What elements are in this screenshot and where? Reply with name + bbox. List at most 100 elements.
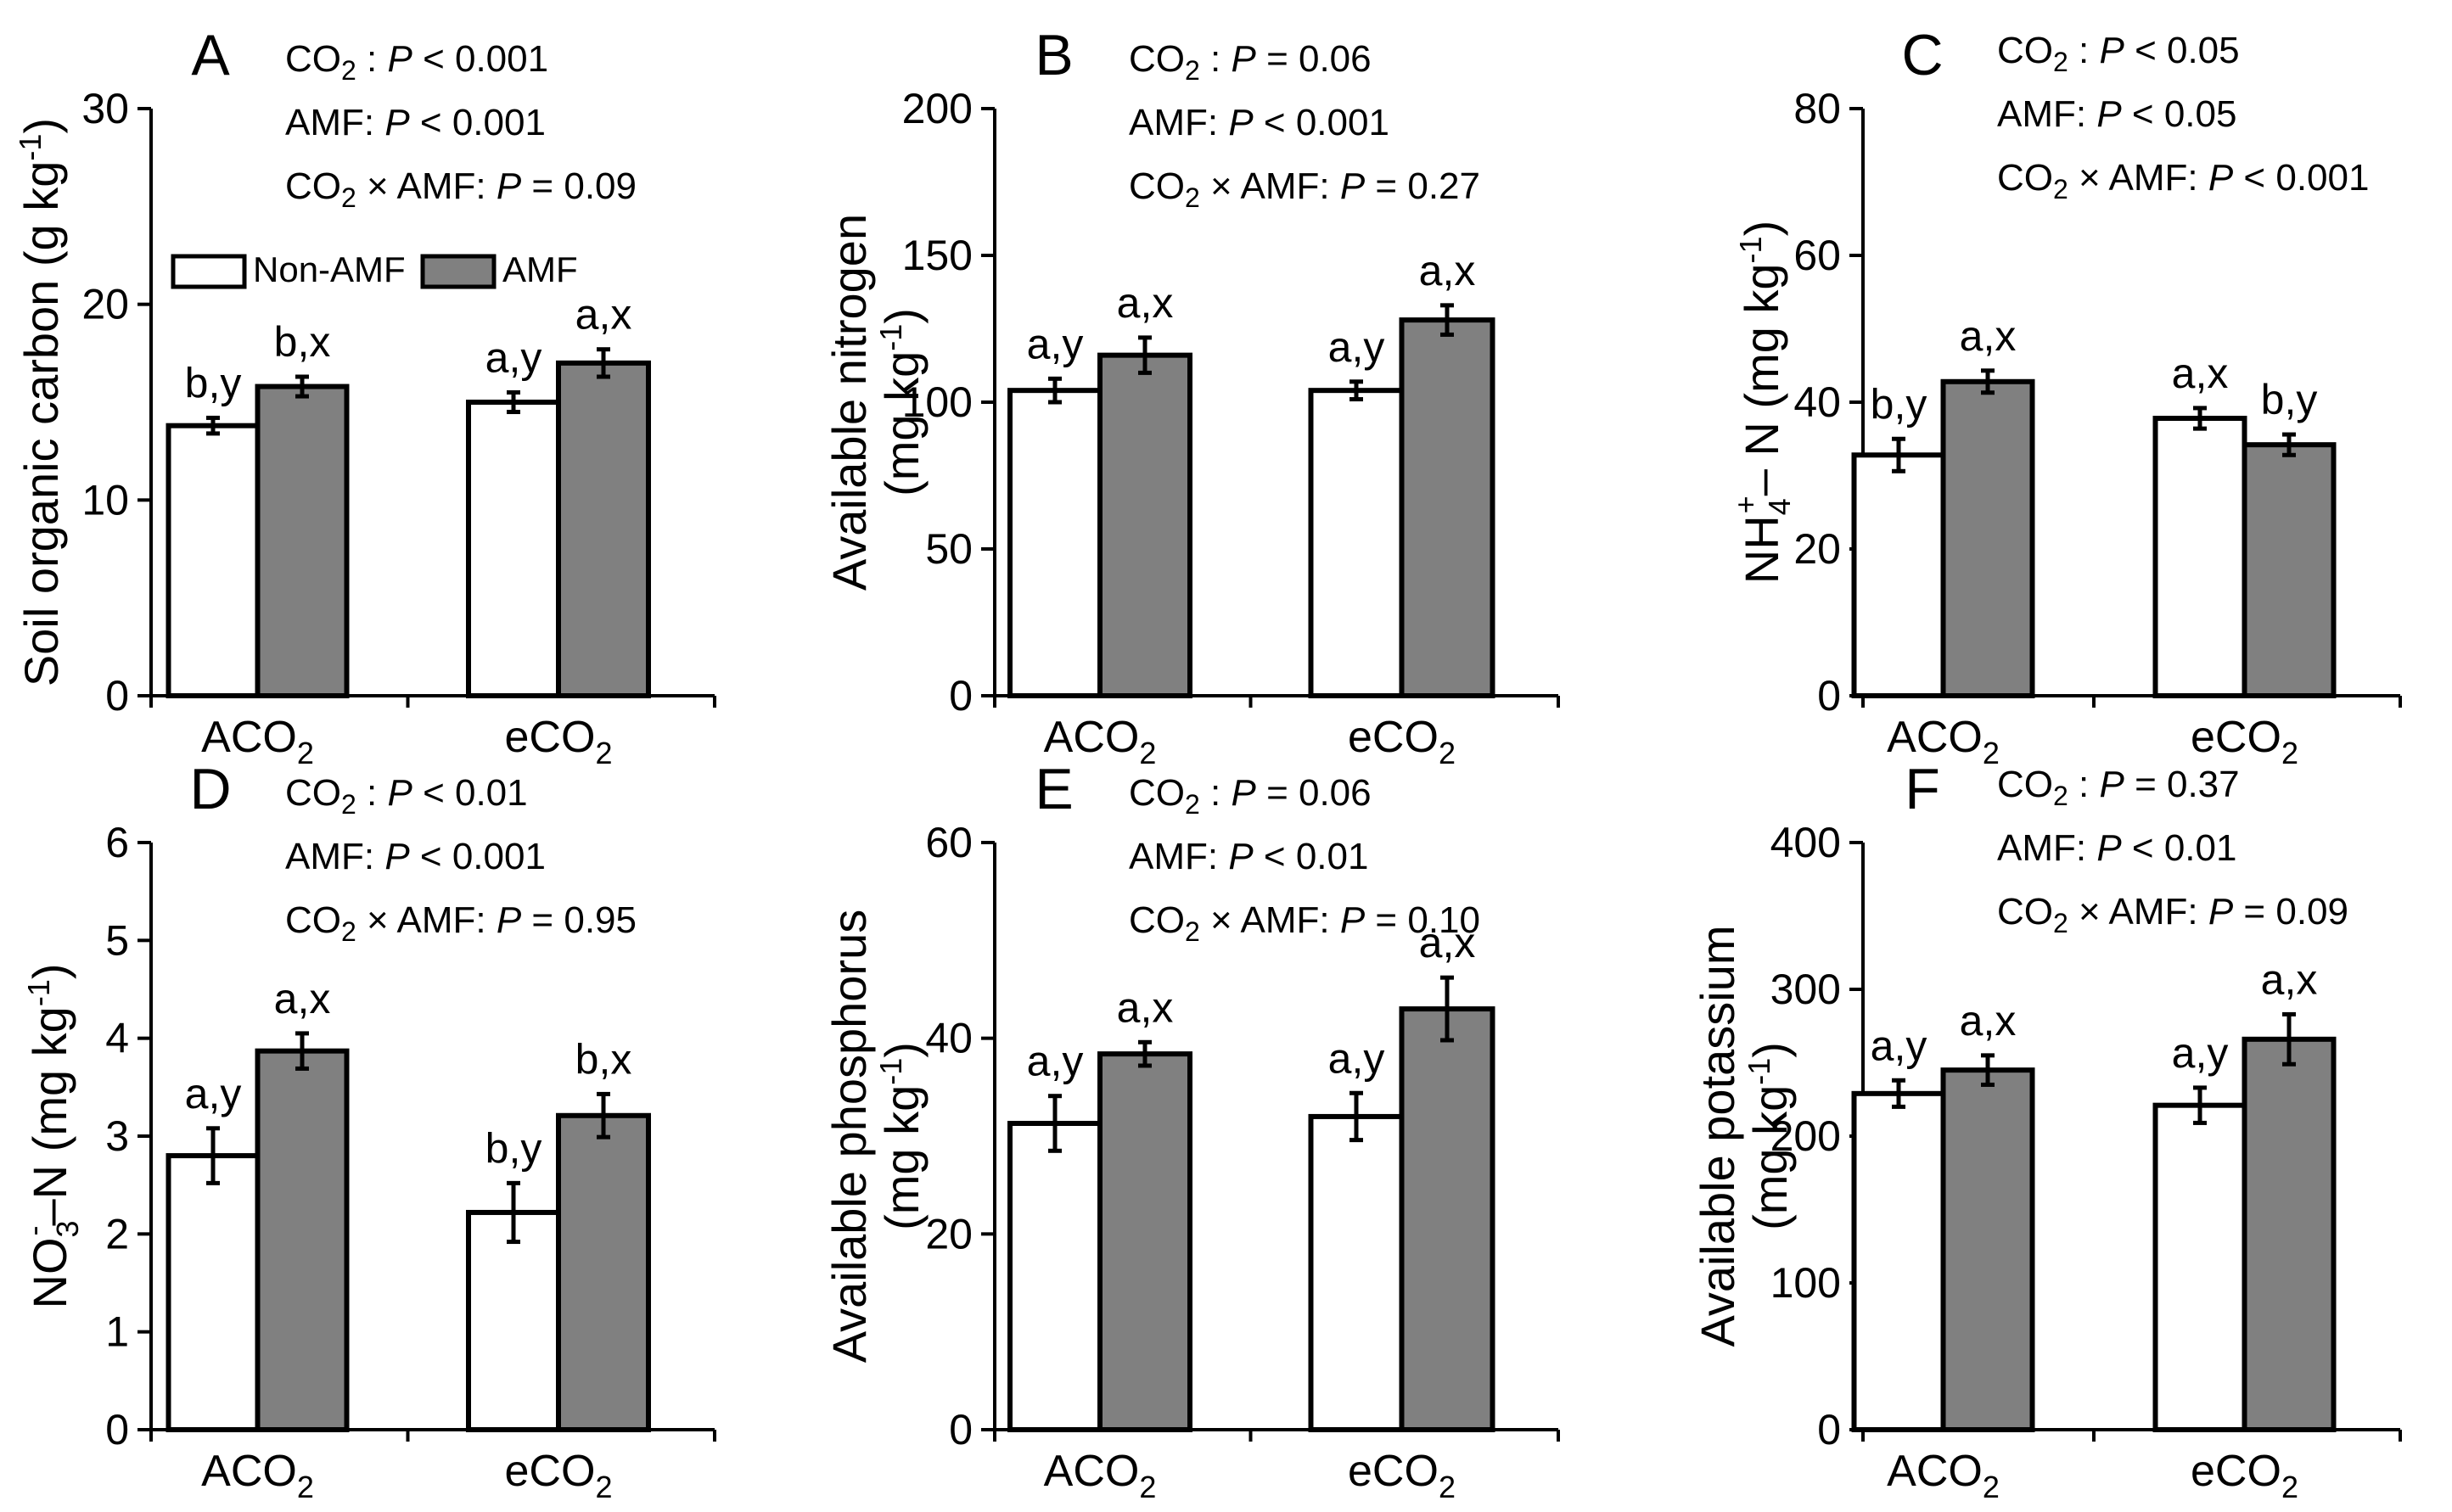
- y-tick-label: 0: [105, 672, 129, 720]
- stat-sub: 2: [1185, 182, 1200, 213]
- stat-sub: 2: [341, 182, 356, 213]
- y-label-sup: +: [1728, 496, 1763, 513]
- x-category-main: ACO: [1887, 1447, 1983, 1496]
- stat-value: < 0.01: [412, 772, 528, 814]
- x-category-main: eCO: [1348, 713, 1439, 762]
- bar-non-amf: [2152, 1102, 2247, 1433]
- stat-p: P: [387, 38, 412, 80]
- stat-p: P: [387, 772, 412, 814]
- stat-term: AMF:: [285, 836, 384, 877]
- stat-value: < 0.001: [412, 38, 548, 80]
- y-tick-label: 2: [105, 1210, 129, 1257]
- bar-amf: [1940, 378, 2035, 698]
- y-label-main: –N (mg kg: [23, 1006, 76, 1225]
- y-unit-sup: -1: [873, 1058, 908, 1085]
- x-category-label: ACO2: [1044, 1447, 1157, 1504]
- y-tick-label: 60: [925, 819, 973, 866]
- bar-amf: [2242, 1036, 2337, 1432]
- stat-value: = 0.95: [521, 899, 637, 941]
- y-tick-label: 6: [105, 819, 129, 866]
- y-label-unit-sup: -1: [1733, 236, 1768, 263]
- x-category-main: ACO: [201, 713, 297, 762]
- y-label-tail: ): [14, 118, 68, 134]
- stat-value: = 0.06: [1256, 772, 1372, 814]
- y-tick-label: 0: [949, 672, 973, 720]
- stat-value: < 0.05: [2122, 93, 2237, 135]
- bar-non-amf: [1851, 452, 1946, 699]
- stat-term: :: [2068, 30, 2100, 71]
- y-label-sub: 4: [1762, 498, 1797, 515]
- stat-term: CO: [285, 165, 341, 207]
- bar-amf: [1097, 352, 1192, 698]
- stat-line: AMF: P < 0.001: [285, 102, 546, 143]
- x-category-label: ACO2: [1887, 1447, 2000, 1504]
- y-tick-label: 1: [105, 1308, 129, 1356]
- y-tick-label: 20: [81, 281, 129, 328]
- bar-non-amf: [166, 423, 261, 698]
- y-unit-tail: ): [1743, 1042, 1797, 1058]
- significance-label: a,y: [1328, 323, 1385, 371]
- stat-p: P: [497, 165, 522, 207]
- bar-non-amf: [1007, 388, 1103, 698]
- significance-label: b,y: [485, 1124, 542, 1172]
- stat-p: P: [1231, 38, 1256, 80]
- significance-label: a,x: [1960, 312, 2017, 360]
- stat-p: P: [2096, 93, 2122, 135]
- y-axis-label: Available potassium: [1691, 925, 1744, 1347]
- stat-term: :: [1200, 772, 1232, 814]
- y-tick-label: 100: [902, 378, 973, 426]
- stat-term: × AMF:: [2068, 891, 2208, 932]
- significance-label: a,y: [185, 1070, 242, 1117]
- x-category-main: ACO: [1044, 1447, 1140, 1496]
- stat-term: CO: [285, 38, 341, 80]
- y-label-sup: -1: [13, 134, 48, 161]
- x-category-main: eCO: [2191, 713, 2281, 762]
- y-label-main: Soil organic carbon (g kg: [14, 161, 68, 686]
- panel-letter: A: [191, 23, 230, 87]
- stat-term: CO: [1997, 30, 2053, 71]
- y-tick-label: 5: [105, 916, 129, 964]
- x-category-label: eCO2: [2191, 713, 2298, 770]
- legend: Non-AMF AMF: [171, 249, 578, 289]
- stat-value: = 0.09: [2233, 891, 2348, 932]
- stat-term: AMF:: [285, 102, 384, 143]
- bar-amf: [255, 1048, 350, 1433]
- stat-term: AMF:: [1997, 827, 2096, 869]
- x-category-sub: 2: [297, 1470, 314, 1504]
- stat-term: CO: [285, 899, 341, 941]
- stat-p: P: [1340, 899, 1366, 941]
- stat-term: AMF:: [1129, 102, 1228, 143]
- significance-label: b,x: [575, 1035, 632, 1083]
- stat-term: :: [1200, 38, 1232, 80]
- x-category-sub: 2: [595, 1470, 612, 1504]
- significance-label: b,y: [1871, 380, 1927, 428]
- bar-non-amf: [166, 1153, 261, 1432]
- y-tick-label: 0: [1817, 672, 1841, 720]
- y-axis-unit: (mg kg-1): [873, 308, 929, 496]
- stat-p: P: [1231, 772, 1256, 814]
- x-category-sub: 2: [1139, 1470, 1156, 1504]
- stat-sub: 2: [2053, 908, 2068, 938]
- y-tick-label: 200: [902, 85, 973, 132]
- significance-label: a,x: [1419, 919, 1476, 966]
- bar-non-amf: [1308, 1113, 1405, 1433]
- stat-line: CO2 × AMF: P = 0.09: [1997, 891, 2348, 938]
- stat-line: CO2 : P < 0.01: [285, 772, 528, 820]
- stat-value: = 0.10: [1365, 899, 1480, 941]
- y-axis-label: NH4+– N (mg kg-1): [1728, 221, 1797, 584]
- y-label-ion: NO: [23, 1238, 76, 1309]
- stat-term: :: [356, 772, 388, 814]
- y-label-tail: ): [23, 964, 76, 980]
- y-tick-label: 0: [105, 1406, 129, 1453]
- y-tick-label: 400: [1770, 819, 1841, 866]
- y-tick-label: 0: [1817, 1406, 1841, 1453]
- stat-value: = 0.27: [1365, 165, 1480, 207]
- stat-p: P: [1228, 836, 1254, 877]
- stat-line: AMF: P < 0.001: [1129, 102, 1389, 143]
- y-tick-label: 200: [1770, 1112, 1841, 1160]
- stat-term: CO: [1997, 891, 2053, 932]
